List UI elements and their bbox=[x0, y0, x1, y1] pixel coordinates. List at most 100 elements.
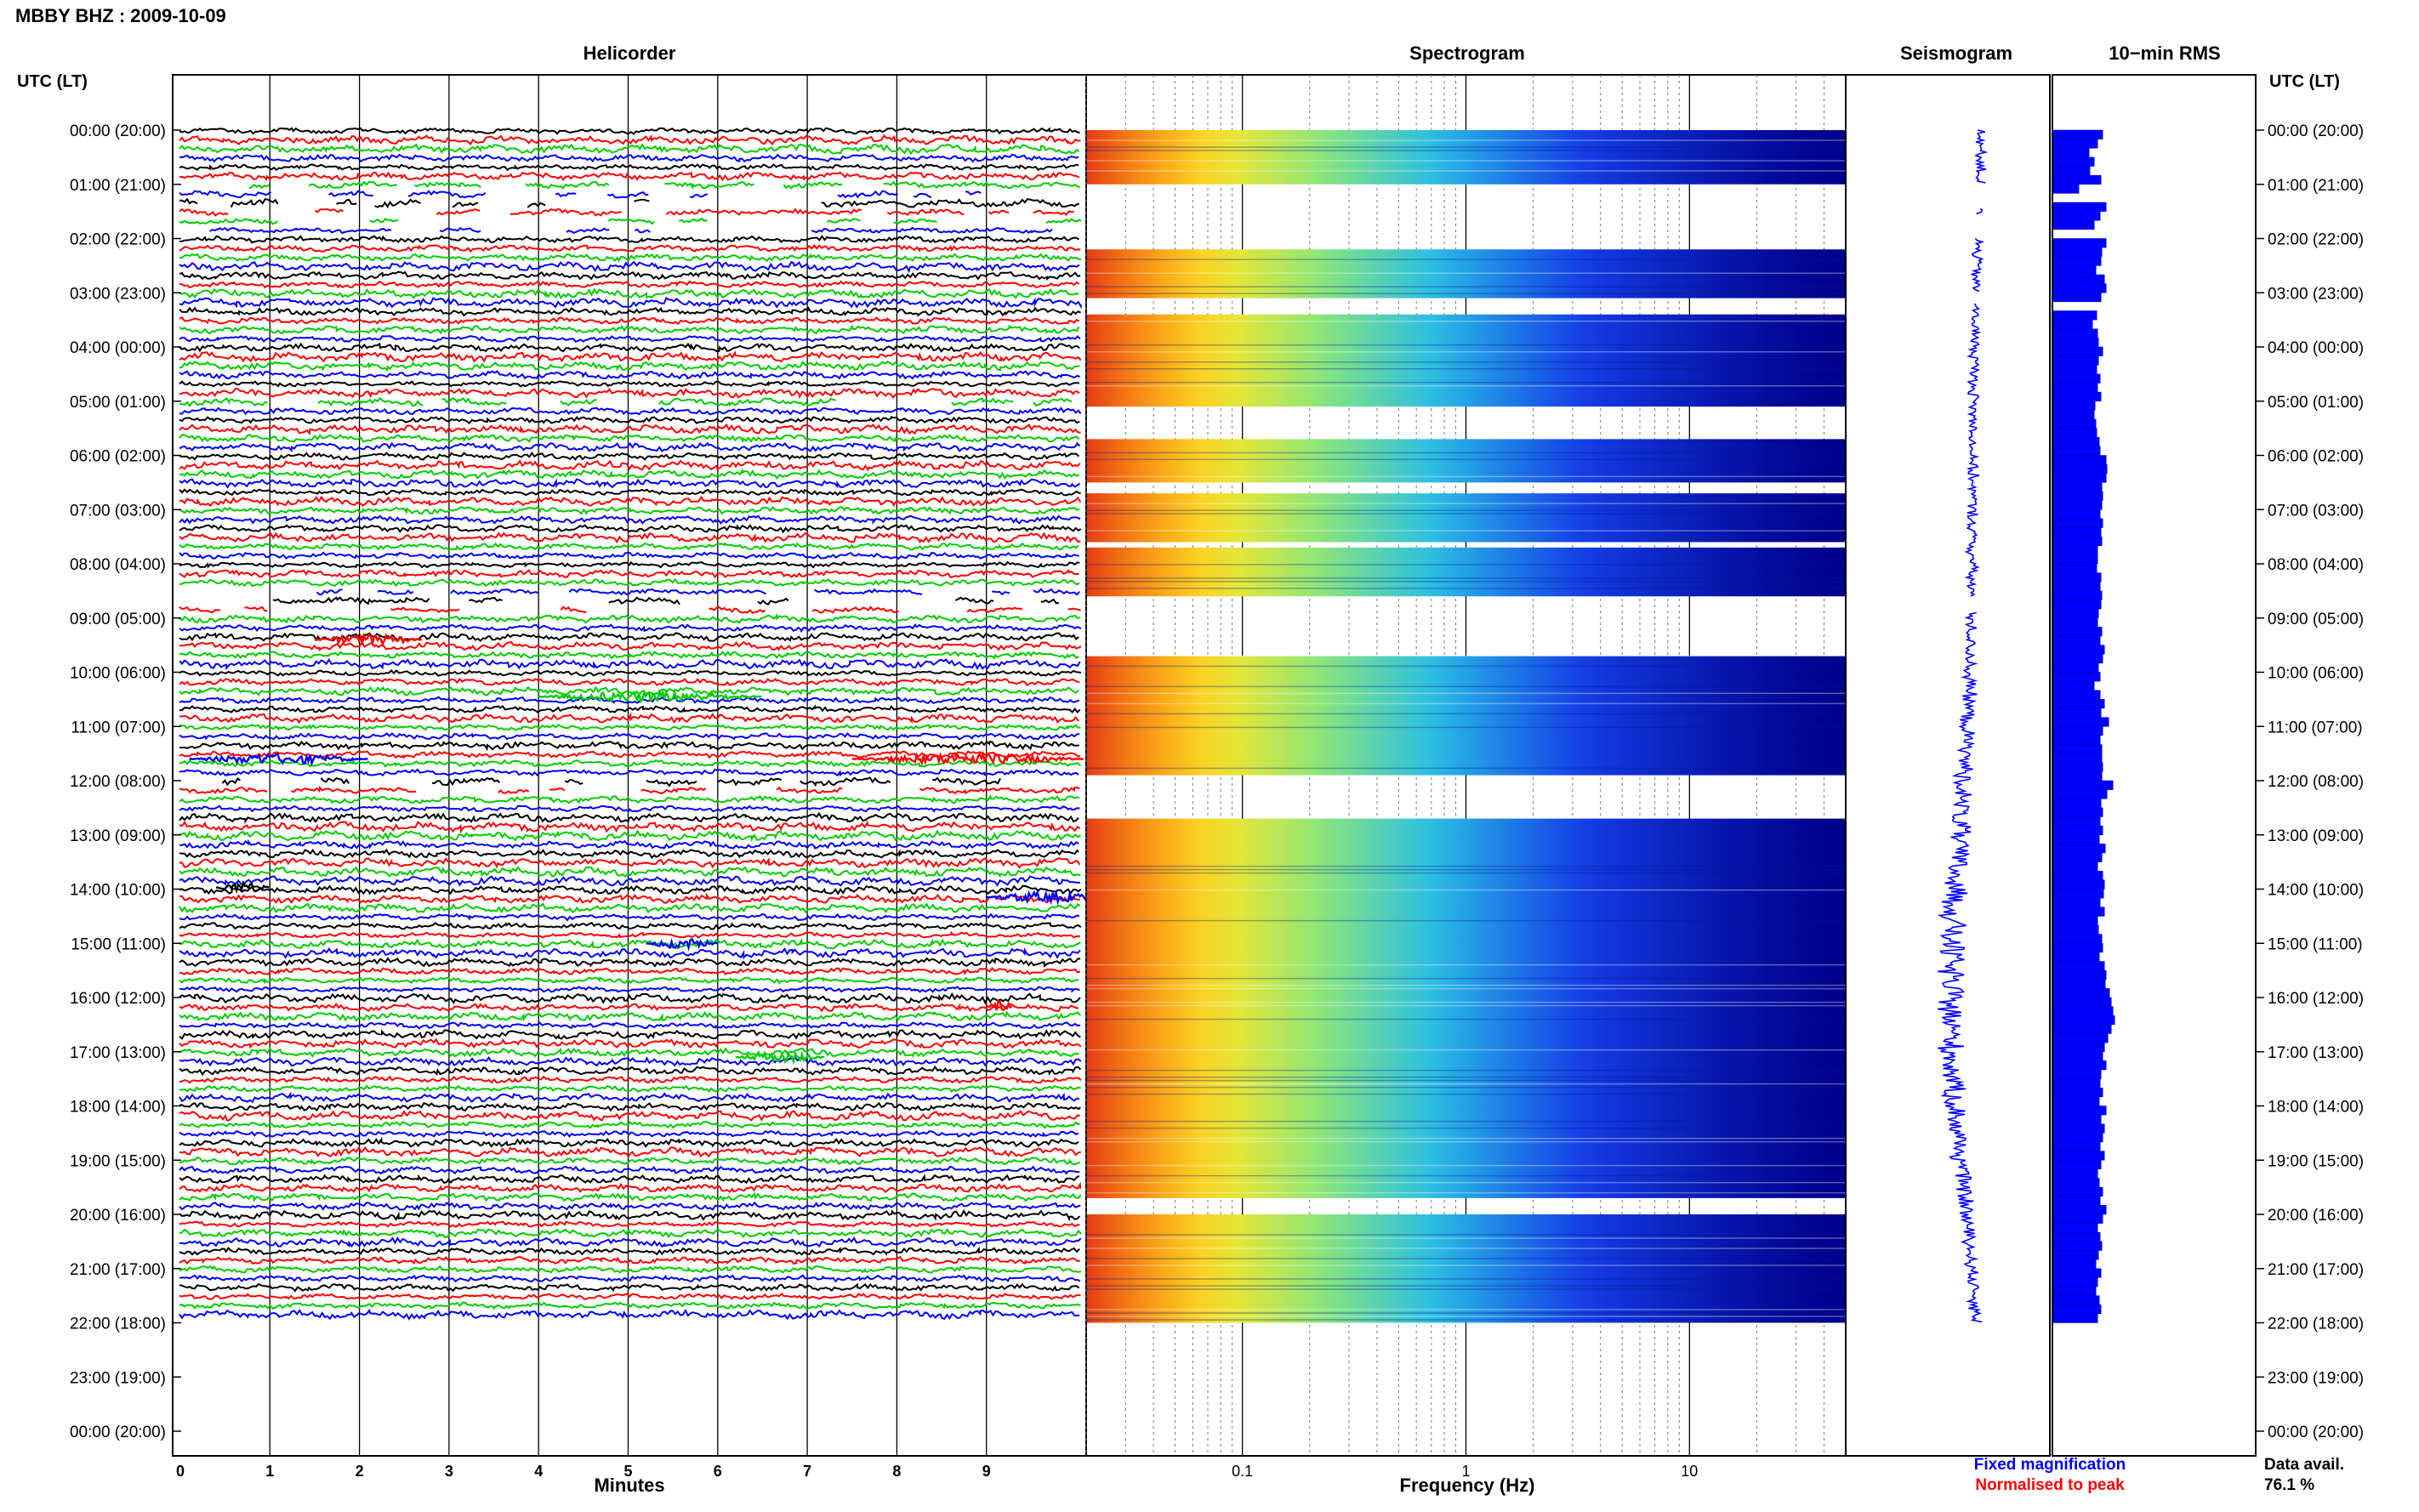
spectrogram-block bbox=[1087, 439, 1845, 483]
helicorder-trace bbox=[179, 605, 1081, 614]
helicorder-trace bbox=[179, 768, 1079, 777]
rms-bar bbox=[2052, 463, 2108, 474]
helicorder-trace bbox=[179, 350, 1082, 363]
spectrogram-panel: 0.1 1 10 bbox=[1085, 74, 1847, 1480]
helicorder-trace bbox=[179, 922, 1082, 930]
spectrogram-x-tick: 10 bbox=[1681, 1463, 1698, 1480]
helicorder-x-tick: 9 bbox=[982, 1463, 991, 1480]
helicorder-trace bbox=[179, 750, 1081, 759]
helicorder-trace bbox=[179, 1110, 1080, 1122]
rms-bar bbox=[2052, 1196, 2101, 1206]
helicorder-event bbox=[189, 753, 368, 767]
helicorder-trace bbox=[179, 1029, 1081, 1040]
helicorder-x-tick: 8 bbox=[892, 1463, 901, 1480]
rms-bar bbox=[2052, 834, 2100, 844]
helicorder-trace bbox=[179, 947, 1081, 960]
helicorder-trace bbox=[179, 524, 1082, 534]
time-tick-label: 19:00 (15:00) bbox=[70, 1152, 166, 1170]
helicorder-trace bbox=[179, 613, 1081, 624]
helicorder-trace bbox=[179, 1282, 1080, 1293]
helicorder-trace bbox=[179, 967, 1081, 975]
data-availability-label: Data avail. bbox=[2264, 1456, 2344, 1474]
helicorder-trace bbox=[179, 1181, 1081, 1193]
time-tick-label: 00:00 (20:00) bbox=[70, 122, 166, 140]
helicorder-trace bbox=[179, 1075, 1082, 1084]
helicorder-trace bbox=[179, 685, 1079, 696]
spectrogram-x-tick: 0.1 bbox=[1232, 1463, 1253, 1480]
helicorder-trace bbox=[179, 370, 1081, 380]
data-availability-value: 76.1 % bbox=[2264, 1476, 2314, 1494]
time-tick-label: 23:00 (19:00) bbox=[2268, 1369, 2364, 1387]
time-tick-label: 17:00 (13:00) bbox=[70, 1044, 166, 1062]
rms-bar bbox=[2052, 861, 2098, 872]
helicorder-title: Helicorder bbox=[583, 43, 676, 64]
helicorder-event bbox=[735, 1050, 825, 1066]
rms-bar bbox=[2052, 844, 2106, 854]
rms-bar bbox=[2052, 391, 2102, 401]
helicorder-trace bbox=[179, 217, 1082, 225]
helicorder-trace bbox=[179, 396, 1073, 408]
rms-bar bbox=[2052, 1205, 2107, 1215]
rms-bar bbox=[2052, 1186, 2103, 1197]
helicorder-trace bbox=[179, 253, 1082, 263]
rms-bar bbox=[2052, 952, 2100, 962]
time-tick-label: 18:00 (14:00) bbox=[70, 1099, 166, 1117]
time-tick-label: 22:00 (18:00) bbox=[2268, 1316, 2364, 1333]
rms-bar bbox=[2052, 148, 2090, 158]
helicorder-x-tick: 4 bbox=[534, 1463, 543, 1480]
time-tick-label: 17:00 (13:00) bbox=[2268, 1044, 2364, 1062]
rms-bar bbox=[2052, 907, 2105, 917]
helicorder-event bbox=[986, 998, 1013, 1012]
helicorder-trace bbox=[179, 1065, 1082, 1077]
rms-bar bbox=[2052, 572, 2102, 583]
helicorder-trace bbox=[179, 1084, 1081, 1093]
rms-bar bbox=[2052, 328, 2098, 338]
helicorder-trace bbox=[179, 1165, 1080, 1175]
helicorder-trace bbox=[179, 1301, 1081, 1310]
rms-bar bbox=[2052, 582, 2101, 592]
rms-bar bbox=[2052, 265, 2097, 276]
helicorder-trace bbox=[179, 568, 1079, 579]
helicorder-x-tick: 3 bbox=[445, 1463, 453, 1480]
helicorder-trace bbox=[179, 468, 1080, 480]
helicorder-trace bbox=[179, 551, 1079, 560]
helicorder-trace bbox=[179, 415, 1080, 424]
rms-bar bbox=[2052, 717, 2109, 727]
helicorder-trace bbox=[179, 478, 1081, 489]
rms-bar bbox=[2052, 762, 2103, 772]
rms-bar bbox=[2052, 283, 2107, 293]
spectrogram-block bbox=[1087, 818, 1845, 1198]
helicorder-x-tick: 2 bbox=[356, 1463, 364, 1480]
helicorder-trace bbox=[179, 531, 1081, 544]
rms-bar bbox=[2052, 500, 2103, 510]
rms-bar bbox=[2052, 979, 2106, 989]
rms-bar bbox=[2052, 916, 2098, 926]
rms-bar bbox=[2052, 654, 2103, 664]
spectrogram-block bbox=[1087, 249, 1845, 298]
helicorder-trace bbox=[179, 143, 1080, 156]
seismogram-panel bbox=[1845, 74, 2051, 1457]
time-tick-label: 20:00 (16:00) bbox=[2268, 1207, 2364, 1225]
helicorder-event bbox=[986, 889, 1102, 906]
helicorder-trace bbox=[179, 759, 1082, 768]
rms-bar bbox=[2052, 735, 2101, 745]
helicorder-trace bbox=[179, 930, 1080, 939]
rms-bar bbox=[2052, 617, 2098, 628]
helicorder-trace bbox=[179, 335, 1081, 343]
helicorder-trace bbox=[179, 651, 1079, 660]
helicorder-trace bbox=[179, 162, 1079, 172]
helicorder-trace bbox=[179, 1191, 1082, 1202]
rms-bar bbox=[2052, 1160, 2102, 1170]
time-tick-label: 11:00 (07:00) bbox=[2268, 719, 2363, 736]
helicorder-trace bbox=[179, 505, 1080, 516]
helicorder-trace bbox=[179, 1101, 1081, 1112]
helicorder-trace bbox=[179, 992, 1081, 1005]
helicorder-trace bbox=[179, 669, 1082, 677]
rms-bar bbox=[2052, 174, 2102, 185]
rms-title: 10−min RMS bbox=[2109, 43, 2220, 64]
helicorder-trace bbox=[179, 937, 1081, 950]
helicorder-trace bbox=[179, 423, 1081, 435]
time-tick-label: 03:00 (23:00) bbox=[2268, 285, 2364, 303]
time-tick-label: 06:00 (02:00) bbox=[70, 448, 166, 466]
